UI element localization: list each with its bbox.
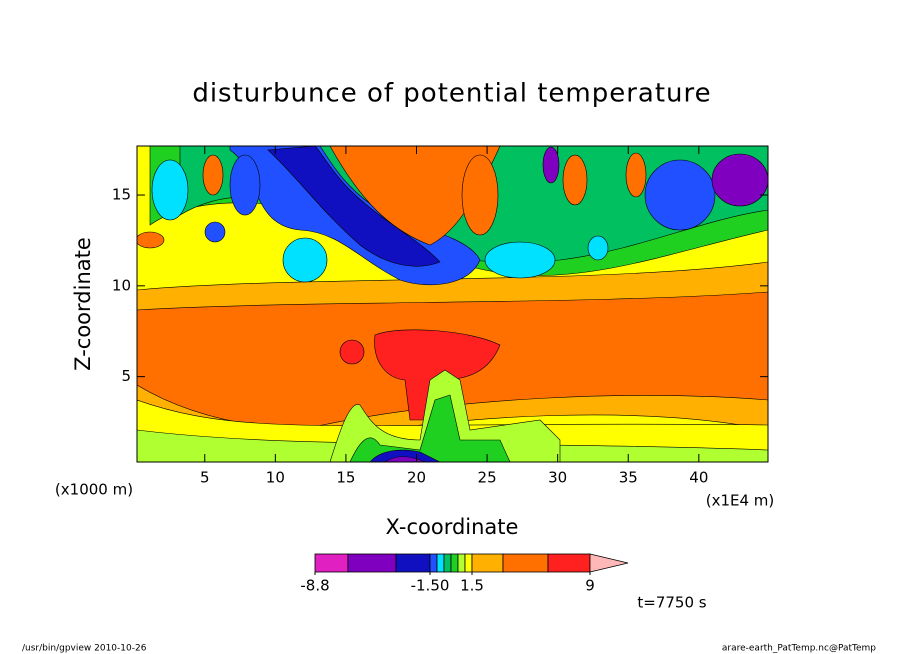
contour-region [711,153,768,207]
colorbar-segment [314,553,349,573]
colorbar-segment [457,553,466,573]
colorbar: -8.8 -1.50 1.5 9 [300,553,629,595]
contour-region [369,449,441,462]
contour-region [202,154,224,196]
x-unit-label: (x1000 m) [55,481,133,499]
footer-left: /usr/bin/gpview 2010-10-26 [22,644,147,654]
x-tick-label: 35 [619,469,638,487]
x-scale-label: (x1E4 m) [706,492,775,510]
x-axis-label: X-coordinate [386,515,519,539]
colorbar-segment [429,553,438,573]
contour-region [542,146,560,184]
colorbar-tick-label: -8.8 [300,577,329,595]
colorbar-tick-label: 9 [585,577,595,595]
colorbar-segment [436,553,445,573]
y-tick-label: 15 [112,186,131,204]
colorbar-segment [450,553,459,573]
colorbar-segment [471,553,504,573]
contour-region [282,237,328,283]
contour-region [229,154,261,216]
contour-region [151,159,189,221]
contour-region [137,231,165,249]
contour-region [625,152,647,198]
contour-field [137,146,768,462]
colorbar-segment [395,553,431,573]
contour-region [204,221,226,243]
contour-region [484,241,556,279]
contour-region [587,235,609,261]
colorbar-extension [589,553,629,573]
x-tick-label: 10 [266,469,285,487]
contour-region [562,154,588,206]
x-tick-label: 25 [478,469,497,487]
colorbar-tick-label: 1.5 [460,577,484,595]
colorbar-tick-label: -1.50 [411,577,450,595]
colorbar-segment [502,553,549,573]
y-tick-label: 10 [112,276,131,294]
x-tick-label: 20 [407,469,426,487]
contour-region [349,394,511,462]
contour-region [267,146,441,267]
chart-title: disturbunce of potential temperature [192,79,711,109]
x-tick-label: 40 [689,469,708,487]
x-tick-label: 30 [548,469,567,487]
colorbar-segment [443,553,452,573]
colorbar-segment [347,553,397,573]
time-label: t=7750 s [637,594,706,612]
colorbar-segment [547,553,591,573]
contour-region [461,154,499,236]
colorbar-segment [464,553,473,573]
y-tick-label: 5 [121,367,131,385]
x-tick-label: 5 [200,469,210,487]
contour-region [644,159,716,231]
contour-region [339,339,365,365]
plot-frame [136,145,769,463]
y-axis-label: Z-coordinate [71,237,95,371]
footer-right: arare-earth_PatTemp.nc@PatTemp [722,644,876,654]
x-tick-label: 15 [336,469,355,487]
